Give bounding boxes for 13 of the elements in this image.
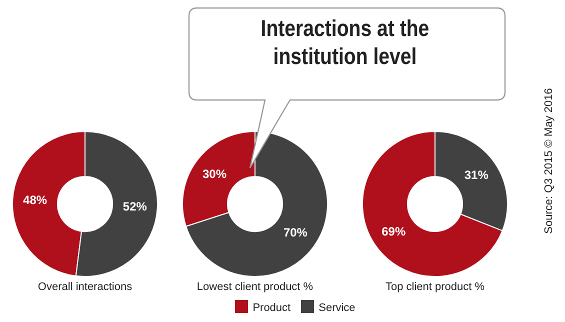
text: Lowest client product % bbox=[196, 281, 314, 293]
data-label: 52% bbox=[122, 199, 148, 214]
data-label: 48% bbox=[23, 193, 48, 208]
text: Overall interactions bbox=[36, 281, 134, 293]
data-label: 70% bbox=[283, 226, 308, 240]
source-note: Source: Q3 2015 © May 2016 bbox=[543, 88, 555, 234]
chart-title: Interactions at the institution level bbox=[260, 14, 430, 70]
data-label: 31% bbox=[464, 168, 489, 182]
legend-label: Service bbox=[318, 302, 356, 314]
data-label: 69% bbox=[382, 224, 406, 238]
text: Top client product % bbox=[384, 281, 486, 293]
data-label: 30% bbox=[202, 166, 227, 181]
legend-label: Product bbox=[252, 302, 291, 314]
